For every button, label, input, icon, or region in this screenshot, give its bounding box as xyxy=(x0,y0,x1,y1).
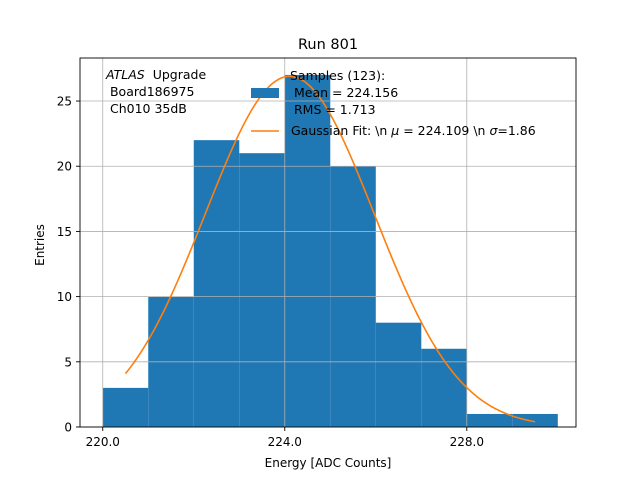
chart-title: Run 801 xyxy=(298,37,358,53)
histogram-bar-0 xyxy=(102,387,149,427)
histogram-bar-2 xyxy=(193,140,240,427)
x-axis-label: Energy [ADC Counts] xyxy=(265,456,392,470)
legend-mu-symbol: μ xyxy=(390,123,399,138)
channel-annotation: Ch010 35dB xyxy=(106,101,187,116)
y-tick-label-1: 5 xyxy=(64,355,72,369)
x-tick-label-0: 220.0 xyxy=(86,435,120,449)
y-tick-label-3: 15 xyxy=(57,225,72,239)
legend-fit-suffix: =1.86 xyxy=(497,123,535,138)
histogram-bar-3 xyxy=(239,153,285,427)
legend: Samples (123): Mean = 224.156 RMS = 1.71… xyxy=(251,68,536,138)
legend-sigma-symbol: σ xyxy=(489,123,498,138)
legend-fit-mid: = 224.109 \n xyxy=(399,123,489,138)
y-tick-label-5: 25 xyxy=(57,95,72,109)
x-tick-label-1: 224.0 xyxy=(268,435,302,449)
y-tick-label-4: 20 xyxy=(57,160,72,174)
legend-bar-swatch xyxy=(251,88,279,98)
legend-samples-line1: Samples (123): xyxy=(290,68,385,83)
y-axis-label: Entries xyxy=(33,224,47,266)
atlas-annotation-line1: ATLAS Upgrade xyxy=(105,67,206,82)
legend-fit-label: Gaussian Fit: \n μ = 224.109 \n σ=1.86 xyxy=(291,123,536,138)
plot-frame xyxy=(79,57,577,428)
histogram-bar-8 xyxy=(466,413,513,427)
x-tick-label-2: 228.0 xyxy=(450,435,484,449)
ticks-layer: 220.0 224.0 228.0 0 5 10 15 20 25 xyxy=(57,95,484,449)
y-tick-label-0: 0 xyxy=(64,421,72,435)
histogram-bar-4 xyxy=(284,74,331,427)
y-tick-label-2: 10 xyxy=(57,290,72,304)
legend-fit-prefix: Gaussian Fit: \n xyxy=(291,123,391,138)
histogram-bar-6 xyxy=(375,322,422,427)
legend-samples-line3: RMS = 1.713 xyxy=(290,102,376,117)
atlas-label: ATLAS xyxy=(105,67,145,82)
gaussian-fit-curve xyxy=(124,75,536,423)
upgrade-label: Upgrade xyxy=(153,67,207,82)
legend-samples-line2: Mean = 224.156 xyxy=(290,85,398,100)
histogram-bar-9 xyxy=(512,413,558,427)
board-annotation: Board186975 xyxy=(106,84,194,99)
